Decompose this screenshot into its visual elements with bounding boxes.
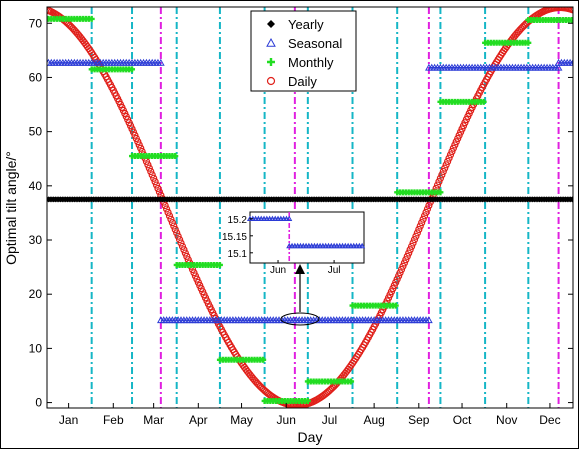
y-tick-label: 0: [35, 396, 42, 410]
legend-label-daily: Daily: [288, 74, 317, 89]
inset-y-tick-label: 15.15: [222, 232, 247, 243]
x-tick-label: Oct: [453, 413, 472, 427]
legend: Yearly Seasonal Monthly Daily: [251, 11, 356, 91]
inset-y-tick-label: 15.1: [228, 249, 248, 260]
y-tick-label: 50: [29, 125, 43, 139]
y-tick-label: 40: [29, 179, 43, 193]
legend-label-yearly: Yearly: [288, 17, 324, 32]
inset-frame: [250, 212, 364, 263]
y-axis-label: Optimal tilt angle/°: [3, 151, 19, 265]
yearly-series: [45, 196, 575, 202]
y-tick-label: 20: [29, 287, 43, 301]
y-tick-label: 30: [29, 233, 43, 247]
x-axis-label: Day: [298, 429, 323, 445]
x-tick-label: Nov: [496, 413, 517, 427]
inset-x-tick-label: Jul: [328, 265, 341, 276]
x-tick-label: Aug: [363, 413, 384, 427]
legend-label-monthly: Monthly: [288, 55, 334, 70]
x-tick-label: Sep: [408, 413, 430, 427]
x-tick-label: Mar: [143, 413, 164, 427]
inset-x-tick-label: Jun: [270, 265, 286, 276]
x-tick-label: Apr: [189, 413, 208, 427]
y-tick-label: 10: [29, 341, 43, 355]
x-tick-label: Dec: [539, 413, 560, 427]
legend-label-seasonal: Seasonal: [288, 36, 342, 51]
y-tick-label: 60: [29, 70, 43, 84]
x-tick-label: May: [230, 413, 253, 427]
inset-y-tick-label: 15.2: [228, 215, 248, 226]
y-tick-label: 70: [29, 16, 43, 30]
x-tick-label: Jul: [322, 413, 337, 427]
x-tick-label: Jun: [277, 413, 296, 427]
x-tick-label: Jan: [59, 413, 78, 427]
x-tick-label: Feb: [103, 413, 124, 427]
